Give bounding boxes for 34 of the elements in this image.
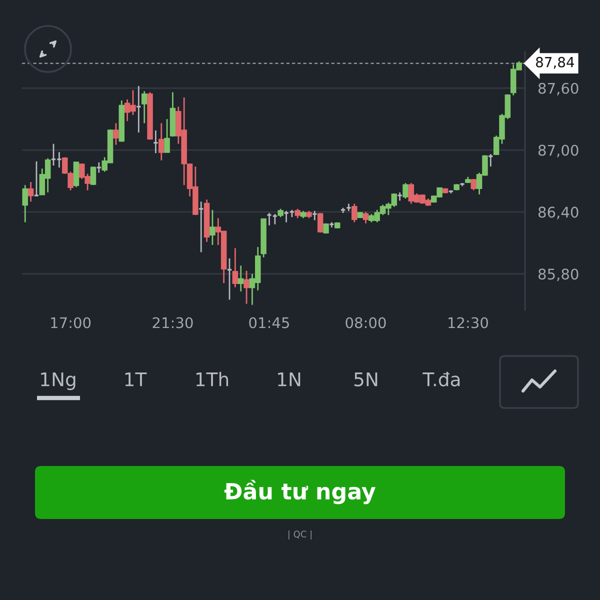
text: 1N — [278, 372, 300, 386]
candlestick — [244, 270, 250, 305]
text: | QC | — [288, 530, 312, 540]
candlestick — [28, 181, 34, 202]
candlestick — [158, 122, 164, 162]
candlestick — [90, 166, 96, 186]
text: Đầu tư ngay — [224, 480, 376, 504]
text: 1Ng — [41, 372, 76, 390]
candlestick — [73, 162, 80, 188]
candlestick — [113, 122, 119, 146]
x-tick-label: 08:00 — [346, 317, 386, 328]
candlestick — [238, 264, 244, 292]
candlestick — [141, 90, 148, 124]
candlestick — [362, 211, 369, 224]
candlestick — [164, 118, 170, 153]
ref-line-label: 87,84 — [536, 56, 574, 69]
candlestick — [402, 182, 408, 200]
candlestick — [352, 203, 358, 223]
x-tick-label: 01:45 — [249, 317, 289, 328]
candlestick — [210, 209, 216, 246]
candlestick — [232, 247, 238, 288]
y-tick-label: 87,00 — [538, 144, 578, 158]
y-tick-label: 86,40 — [538, 206, 578, 220]
candlestick — [22, 184, 28, 223]
x-tick-label: 21:30 — [152, 317, 193, 328]
y-tick-label: 85,80 — [538, 268, 578, 282]
x-tick-label: 17:00 — [51, 317, 91, 328]
text: T.đa — [422, 372, 460, 386]
x-tick-label: 12:30 — [448, 317, 488, 328]
y-tick-label: 87,60 — [538, 82, 578, 96]
text: 1Th — [196, 372, 228, 386]
text: 1T — [125, 372, 147, 386]
candlestick — [294, 208, 301, 219]
text: 5N — [354, 372, 378, 386]
